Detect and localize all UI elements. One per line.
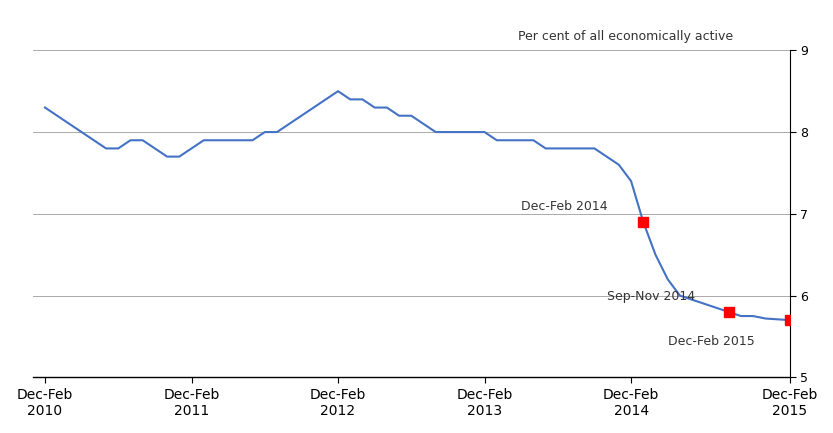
- Text: Per cent of all economically active: Per cent of all economically active: [518, 30, 733, 43]
- Text: Dec-Feb 2014: Dec-Feb 2014: [521, 200, 608, 213]
- Text: Sep-Nov 2014: Sep-Nov 2014: [606, 290, 695, 303]
- Text: Dec-Feb 2015: Dec-Feb 2015: [668, 335, 755, 348]
